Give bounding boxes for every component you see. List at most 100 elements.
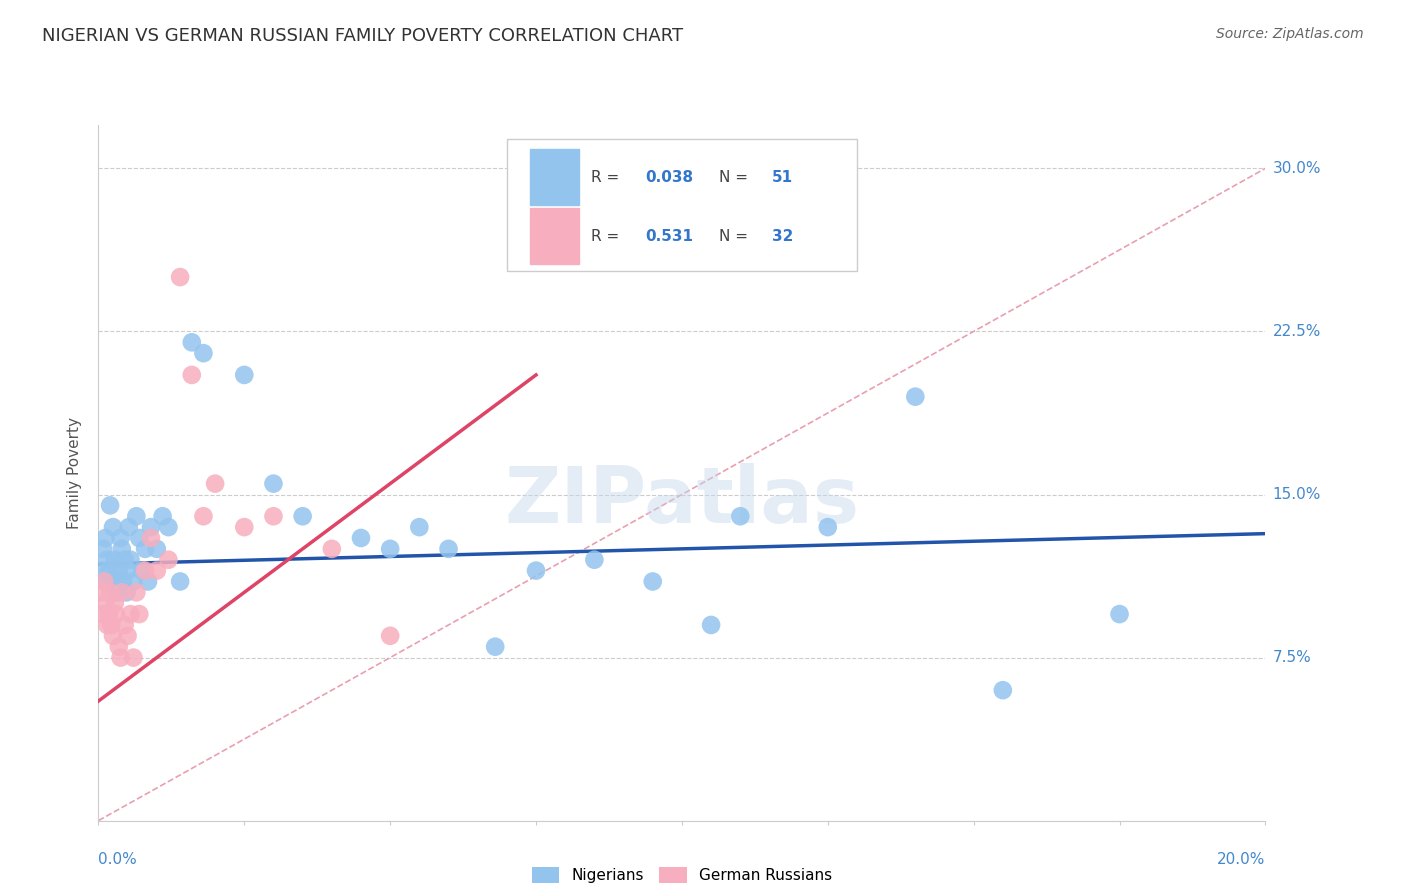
Point bbox=[125, 509, 148, 524]
Point bbox=[93, 574, 115, 589]
Point bbox=[193, 346, 215, 360]
Point bbox=[233, 368, 256, 382]
Point bbox=[169, 574, 191, 589]
Point bbox=[91, 541, 114, 556]
Point bbox=[98, 499, 121, 513]
Point bbox=[90, 585, 112, 599]
Point bbox=[104, 574, 127, 589]
Point bbox=[524, 564, 547, 578]
Text: 22.5%: 22.5% bbox=[1272, 324, 1320, 339]
Point bbox=[180, 335, 202, 350]
Point bbox=[96, 552, 118, 567]
Point bbox=[1108, 607, 1130, 621]
Point bbox=[101, 520, 124, 534]
Point bbox=[641, 574, 664, 589]
Text: 0.531: 0.531 bbox=[645, 228, 693, 244]
Point bbox=[139, 531, 162, 545]
Point bbox=[111, 585, 134, 599]
Point bbox=[105, 585, 128, 599]
Point bbox=[104, 607, 127, 621]
Point bbox=[104, 552, 127, 567]
Text: NIGERIAN VS GERMAN RUSSIAN FAMILY POVERTY CORRELATION CHART: NIGERIAN VS GERMAN RUSSIAN FAMILY POVERT… bbox=[42, 27, 683, 45]
Point bbox=[104, 596, 127, 610]
Text: 7.5%: 7.5% bbox=[1272, 650, 1312, 665]
Point bbox=[97, 564, 120, 578]
Point bbox=[437, 541, 460, 556]
Text: R =: R = bbox=[591, 228, 624, 244]
Point bbox=[90, 564, 112, 578]
Point bbox=[484, 640, 506, 654]
Text: 32: 32 bbox=[772, 228, 793, 244]
Point bbox=[146, 564, 169, 578]
Point bbox=[350, 531, 373, 545]
Point bbox=[291, 509, 314, 524]
Point bbox=[91, 607, 114, 621]
Point bbox=[136, 574, 159, 589]
Point bbox=[169, 270, 191, 285]
Point bbox=[180, 368, 202, 382]
Point bbox=[730, 509, 752, 524]
Point bbox=[139, 520, 162, 534]
FancyBboxPatch shape bbox=[506, 139, 856, 271]
Point bbox=[128, 607, 150, 621]
Point bbox=[94, 531, 117, 545]
Point bbox=[120, 607, 142, 621]
Point bbox=[122, 650, 145, 665]
Point bbox=[700, 618, 723, 632]
Point bbox=[97, 607, 120, 621]
Point bbox=[111, 541, 134, 556]
Point bbox=[94, 596, 117, 610]
Text: 15.0%: 15.0% bbox=[1272, 487, 1320, 502]
Point bbox=[378, 629, 402, 643]
Point bbox=[991, 683, 1014, 698]
Point bbox=[193, 509, 215, 524]
Text: R =: R = bbox=[591, 169, 624, 185]
Point bbox=[134, 541, 156, 556]
Text: ZIPatlas: ZIPatlas bbox=[505, 463, 859, 539]
Point bbox=[128, 531, 150, 545]
FancyBboxPatch shape bbox=[530, 209, 579, 264]
Point bbox=[111, 574, 134, 589]
Text: 0.038: 0.038 bbox=[645, 169, 693, 185]
Point bbox=[131, 564, 153, 578]
Point bbox=[157, 520, 180, 534]
Point bbox=[101, 629, 124, 643]
Point bbox=[134, 564, 156, 578]
Text: 30.0%: 30.0% bbox=[1272, 161, 1320, 176]
Point bbox=[152, 509, 174, 524]
Text: N =: N = bbox=[720, 228, 754, 244]
Point bbox=[115, 585, 138, 599]
Point bbox=[321, 541, 343, 556]
Point bbox=[117, 629, 139, 643]
Point bbox=[583, 552, 606, 567]
Point bbox=[110, 531, 132, 545]
Text: 0.0%: 0.0% bbox=[98, 852, 138, 867]
Point bbox=[408, 520, 430, 534]
Point bbox=[146, 541, 169, 556]
Point bbox=[100, 618, 122, 632]
Point bbox=[118, 520, 141, 534]
Text: 20.0%: 20.0% bbox=[1218, 852, 1265, 867]
Point bbox=[378, 541, 402, 556]
Point bbox=[157, 552, 180, 567]
Point bbox=[114, 552, 136, 567]
Text: Source: ZipAtlas.com: Source: ZipAtlas.com bbox=[1216, 27, 1364, 41]
Point bbox=[262, 476, 284, 491]
Legend: Nigerians, German Russians: Nigerians, German Russians bbox=[526, 862, 838, 889]
Point bbox=[817, 520, 839, 534]
Point bbox=[114, 618, 136, 632]
Text: 51: 51 bbox=[772, 169, 793, 185]
Text: N =: N = bbox=[720, 169, 754, 185]
Point bbox=[122, 574, 145, 589]
Point bbox=[98, 585, 121, 599]
Point bbox=[904, 390, 927, 404]
Point bbox=[108, 640, 131, 654]
Point bbox=[120, 552, 142, 567]
Point bbox=[117, 564, 139, 578]
Point bbox=[262, 509, 284, 524]
FancyBboxPatch shape bbox=[530, 149, 579, 205]
Point bbox=[96, 618, 118, 632]
Y-axis label: Family Poverty: Family Poverty bbox=[67, 417, 83, 529]
Point bbox=[108, 564, 131, 578]
Point bbox=[204, 476, 226, 491]
